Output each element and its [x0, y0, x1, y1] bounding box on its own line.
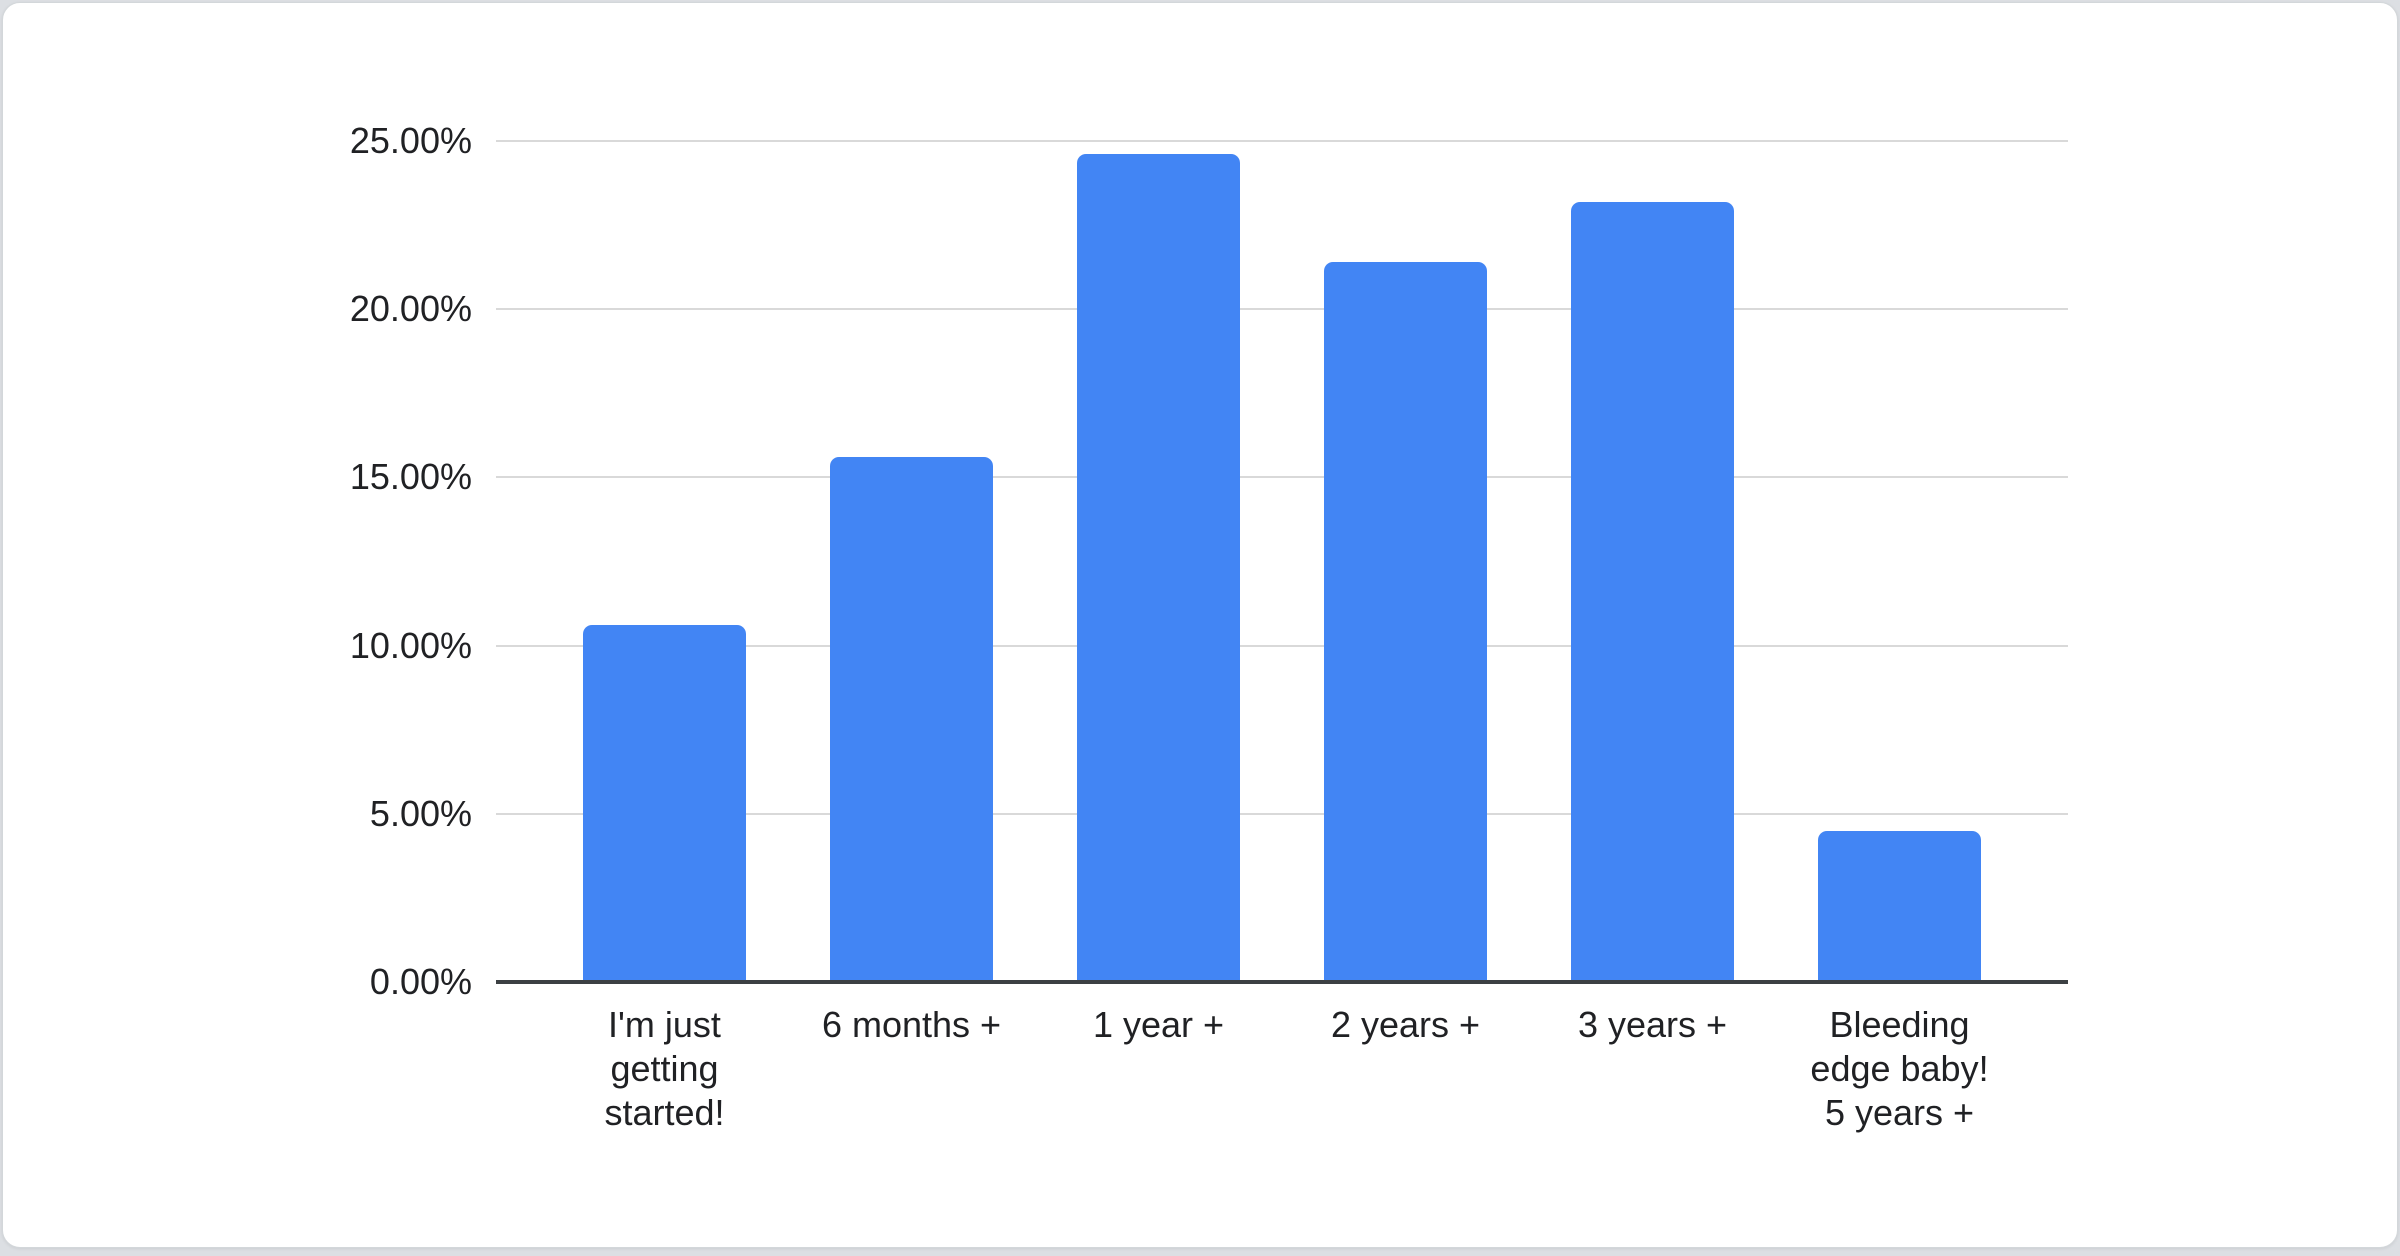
y-tick-label: 25.00% — [349, 120, 472, 161]
bar-slot — [788, 141, 1035, 982]
bar-5[interactable] — [1570, 201, 1734, 982]
y-tick-label: 0.00% — [369, 961, 472, 1002]
y-tick-label: 15.00% — [349, 456, 472, 498]
x-label-slot: 3 years + — [1529, 1003, 1776, 1135]
y-tick-label: 20.00% — [349, 288, 472, 330]
x-label-slot: Bleeding edge baby! 5 years + — [1776, 1003, 2023, 1135]
bar-slot — [1035, 141, 1282, 982]
bar-2[interactable] — [829, 457, 993, 982]
gridline — [496, 812, 2068, 815]
gridline — [496, 644, 2068, 647]
bar-slot — [1282, 141, 1529, 982]
bar-slot — [1529, 141, 1776, 982]
x-category-label: Bleeding edge baby! 5 years + — [1810, 1004, 1989, 1133]
x-category-label: 2 years + — [1330, 1004, 1481, 1045]
x-category-label: 1 year + — [1092, 1004, 1225, 1045]
bar-3[interactable] — [1076, 154, 1240, 982]
y-tick-label: 5.00% — [369, 792, 472, 834]
x-axis-line — [496, 980, 2068, 984]
y-tick-label: 10.00% — [349, 624, 472, 666]
x-label-slot: 6 months + — [788, 1003, 1035, 1135]
x-labels-row: I'm just getting started! 6 months + 1 yea… — [496, 1003, 2068, 1135]
x-category-label: 6 months + — [821, 1004, 1002, 1045]
plot-area: I'm just getting started! 6 months + 1 yea… — [350, 123, 2068, 1133]
bar-6[interactable] — [1817, 830, 1981, 982]
bar-slot — [541, 141, 788, 982]
x-category-label: I'm just getting started! — [604, 1004, 725, 1133]
bar-slot — [1776, 141, 2023, 982]
bars-row — [496, 141, 2068, 982]
gridline — [496, 140, 2068, 142]
x-label-slot: 2 years + — [1282, 1003, 1529, 1135]
bar-1[interactable] — [582, 625, 746, 982]
x-category-label: 3 years + — [1577, 1004, 1728, 1045]
gridline — [496, 308, 2068, 311]
x-label-slot: 1 year + — [1035, 1003, 1282, 1135]
gridline — [496, 476, 2068, 479]
bar-4[interactable] — [1323, 262, 1487, 982]
x-label-slot: I'm just getting started! — [541, 1003, 788, 1135]
